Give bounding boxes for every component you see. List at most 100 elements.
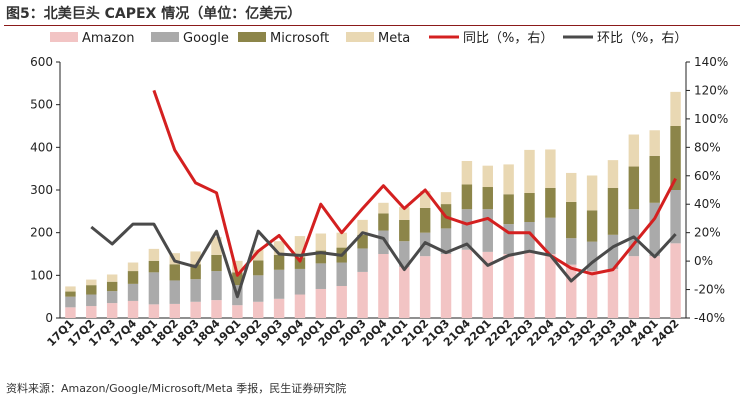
bar-google-19Q3: [273, 269, 285, 299]
bar-amazon-22Q4: [545, 254, 556, 318]
bar-google-20Q4: [378, 230, 389, 254]
legend-swatch-2: [238, 32, 266, 42]
bar-google-21Q4: [461, 209, 473, 250]
bar-google-23Q1: [566, 238, 577, 265]
bar-google-20Q2: [336, 262, 347, 286]
bar-meta-23Q1: [566, 172, 577, 202]
bar-microsoft-17Q2: [86, 285, 97, 295]
bar-meta-17Q1: [65, 286, 76, 292]
bar-meta-21Q1: [399, 207, 410, 220]
bar-meta-17Q2: [86, 279, 97, 286]
bar-google-17Q1: [65, 296, 76, 308]
legend: Amazon Google Microsoft Meta 同比（%，右） 环比（%，右）: [50, 31, 687, 46]
bar-amazon-18Q1: [148, 304, 160, 318]
bar-google-19Q2: [253, 275, 264, 302]
bar-amazon-17Q1: [65, 307, 76, 318]
bar-meta-19Q4: [294, 236, 306, 258]
bar-meta-18Q4: [211, 236, 222, 255]
x-axis-labels: 17Q117Q217Q317Q418Q118Q218Q318Q419Q119Q2…: [45, 317, 682, 349]
bar-microsoft-20Q1: [315, 250, 327, 264]
bar-google-17Q4: [127, 283, 139, 301]
bar-amazon-19Q4: [294, 294, 306, 318]
bar-microsoft-23Q2: [586, 210, 598, 242]
right-tick-label-0: -40%: [694, 311, 725, 325]
bar-google-19Q4: [294, 268, 306, 295]
bar-amazon-18Q3: [190, 301, 201, 318]
bar-amazon-18Q4: [211, 300, 222, 318]
right-tick-label-5: 60%: [694, 169, 721, 183]
bar-google-22Q2: [503, 224, 514, 254]
left-tick-label-3: 300: [30, 183, 53, 197]
bar-meta-19Q1: [232, 260, 243, 273]
bar-amazon-24Q2: [670, 243, 681, 318]
bar-amazon-21Q1: [399, 266, 410, 318]
right-tick-label-8: 120%: [694, 83, 728, 97]
line-yoy: [152, 89, 677, 277]
bar-amazon-20Q2: [336, 286, 347, 318]
line-qoq: [90, 222, 677, 299]
bar-meta-21Q2: [419, 190, 431, 208]
bar-amazon-21Q4: [461, 249, 473, 318]
right-tick-label-2: 0%: [694, 254, 713, 268]
bar-meta-23Q2: [586, 175, 598, 211]
bar-microsoft-23Q3: [607, 187, 619, 235]
bar-google-23Q3: [607, 234, 619, 269]
title-divider: [4, 25, 740, 26]
bar-microsoft-24Q1: [649, 155, 660, 203]
bar-amazon-22Q2: [503, 254, 514, 318]
bar-microsoft-19Q1: [232, 272, 243, 286]
bar-meta-20Q3: [357, 219, 368, 235]
bar-microsoft-20Q3: [357, 234, 368, 249]
bar-amazon-21Q3: [440, 254, 452, 318]
bar-microsoft-21Q4: [461, 184, 473, 210]
bar-google-22Q4: [545, 217, 556, 254]
bar-meta-17Q3: [106, 274, 118, 282]
bar-amazon-23Q2: [586, 271, 598, 318]
bar-amazon-19Q2: [253, 301, 264, 318]
bar-amazon-19Q1: [232, 305, 243, 318]
bar-amazon-22Q1: [482, 251, 493, 318]
bar-google-23Q2: [586, 241, 598, 272]
bar-microsoft-17Q3: [106, 281, 118, 292]
bar-meta-20Q2: [336, 232, 347, 248]
left-tick-label-0: 0: [45, 311, 53, 325]
bar-meta-22Q4: [545, 149, 556, 188]
bar-microsoft-22Q1: [482, 187, 493, 210]
bar-google-18Q4: [211, 271, 222, 301]
bar-google-18Q2: [169, 280, 180, 304]
legend-label-4: 同比（%，右）: [463, 31, 553, 46]
bar-google-22Q1: [482, 209, 493, 252]
bar-google-18Q3: [190, 279, 201, 302]
capex-chart: Amazon Google Microsoft Meta 同比（%，右） 环比（%，右） …: [30, 31, 728, 349]
bar-meta-20Q1: [315, 233, 327, 251]
right-tick-label-4: 40%: [694, 197, 721, 211]
bar-meta-21Q3: [440, 192, 452, 205]
bar-meta-22Q2: [503, 164, 514, 195]
bar-amazon-17Q3: [106, 303, 118, 318]
bar-amazon-18Q2: [169, 303, 180, 318]
bar-microsoft-22Q3: [524, 192, 535, 222]
bar-microsoft-18Q1: [148, 260, 160, 273]
bar-google-21Q1: [399, 241, 410, 267]
bar-amazon-21Q2: [419, 256, 431, 318]
bar-amazon-23Q1: [566, 264, 577, 318]
bar-google-20Q3: [357, 248, 368, 272]
bar-microsoft-19Q4: [294, 257, 306, 269]
left-tick-label-4: 400: [30, 140, 53, 154]
bar-amazon-23Q3: [607, 268, 619, 318]
bar-meta-22Q1: [482, 165, 493, 188]
lines: [90, 89, 677, 299]
source-note: 资料来源：Amazon/Google/Microsoft/Meta 季报，民生证…: [6, 382, 347, 395]
bar-microsoft-23Q1: [566, 201, 577, 239]
bar-google-24Q1: [649, 202, 660, 257]
legend-label-2: Microsoft: [270, 31, 329, 46]
bar-microsoft-19Q2: [253, 260, 264, 276]
legend-label-0: Amazon: [82, 31, 135, 46]
bar-amazon-17Q4: [127, 300, 139, 318]
bar-microsoft-17Q4: [127, 271, 139, 284]
bar-microsoft-23Q4: [628, 166, 640, 210]
bar-microsoft-20Q4: [378, 213, 389, 231]
right-tick-label-9: 140%: [694, 55, 728, 69]
bar-google-20Q1: [315, 263, 327, 289]
bar-meta-22Q3: [524, 149, 535, 193]
